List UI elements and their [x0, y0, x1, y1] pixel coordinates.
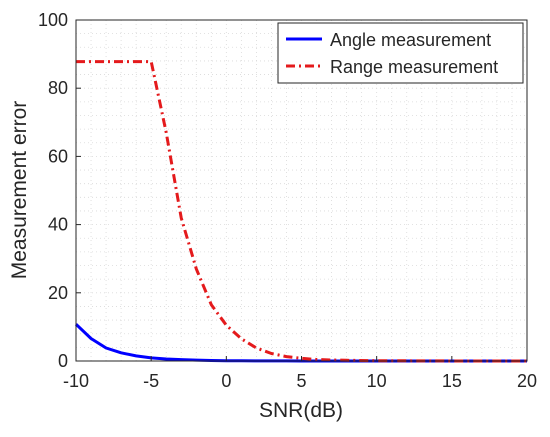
x-tick-label: 10: [367, 371, 387, 391]
x-tick-label: -10: [63, 371, 89, 391]
legend-label-range: Range measurement: [330, 57, 498, 77]
y-tick-label: 60: [48, 146, 68, 166]
ticks: -10 -5 0 5 10 15 20 0 20 40 60 80 100: [38, 10, 537, 391]
series-line-range: [76, 60, 527, 363]
x-tick-label: -5: [143, 371, 159, 391]
y-tick-label: 20: [48, 283, 68, 303]
x-axis-label: SNR(dB): [259, 399, 343, 422]
y-tick-label: 100: [38, 10, 68, 30]
y-tick-label: 80: [48, 78, 68, 98]
x-tick-label: 5: [296, 371, 306, 391]
y-tick-label: 0: [58, 351, 68, 371]
x-tick-label: 15: [442, 371, 462, 391]
legend: Angle measurement Range measurement: [277, 22, 524, 84]
legend-box: [277, 22, 524, 84]
y-axis-label: Measurement error: [8, 101, 31, 280]
x-tick-label: 0: [221, 371, 231, 391]
legend-label-angle: Angle measurement: [330, 30, 491, 50]
x-tick-label: 20: [517, 371, 537, 391]
y-tick-label: 40: [48, 215, 68, 235]
